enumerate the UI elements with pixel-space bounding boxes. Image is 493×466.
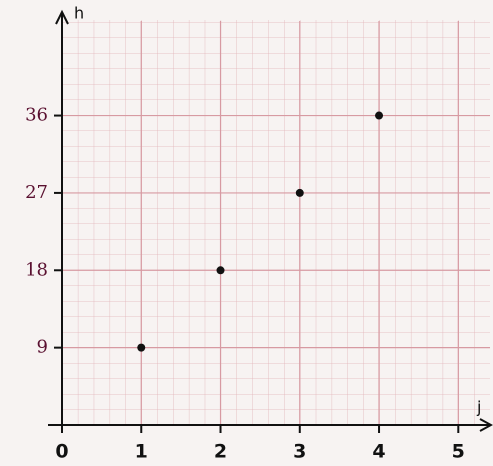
y-tick-label: 36: [25, 105, 48, 126]
x-tick-label: 2: [214, 441, 227, 463]
y-arrow: [55, 9, 69, 25]
point: [375, 111, 384, 120]
x-axis-label: j: [476, 398, 481, 417]
y-tick-label: 27: [25, 182, 48, 203]
marks: [137, 111, 384, 352]
y-tick-label: 9: [37, 337, 48, 358]
x-tick-label: 4: [372, 441, 385, 463]
x-tick-label: 1: [135, 441, 148, 463]
x-tick-label: 0: [55, 441, 68, 463]
graph-paper: [62, 20, 490, 425]
y-axis-label: h: [74, 4, 84, 23]
y-tick-label: 18: [25, 259, 48, 280]
point: [137, 343, 146, 352]
point: [216, 266, 225, 275]
x-arrow: [479, 418, 493, 432]
x-tick-label: 3: [293, 441, 306, 463]
point: [295, 188, 304, 197]
x-tick-label: 5: [452, 441, 465, 463]
